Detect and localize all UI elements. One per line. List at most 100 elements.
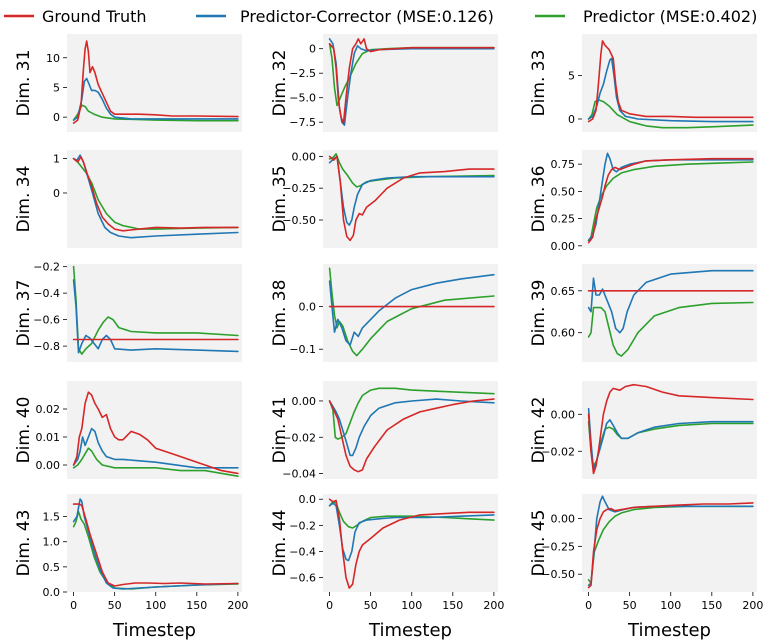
y-axis-label: Dim. 43 — [14, 510, 34, 577]
y-axis-label: Dim. 32 — [270, 50, 290, 117]
y-axis-label: Dim. 41 — [270, 397, 290, 464]
x-axis-label: Timestep — [368, 620, 452, 641]
legend-entry-pc: Predictor-Corrector (MSE:0.126) — [196, 7, 494, 26]
y-tick-label: 0.5 — [43, 561, 61, 574]
series-line-gt — [328, 38, 495, 124]
panel-dim-41: 0.00 −0.02 −0.04 Dim. 41 — [270, 381, 498, 481]
y-tick-label: 0.25 — [551, 213, 576, 226]
y-tick-label: 5 — [568, 70, 575, 83]
x-tick-label: 50 — [108, 599, 122, 612]
panel-dim-34: 1 0 Dim. 34 — [14, 150, 242, 248]
y-axis-label: Dim. 36 — [529, 166, 549, 233]
y-axis-label: Dim. 42 — [529, 397, 549, 464]
y-tick-label: 0.00 — [551, 240, 576, 253]
y-tick-label: −0.6 — [289, 572, 316, 585]
legend-label-pc: Predictor-Corrector (MSE:0.126) — [240, 7, 494, 26]
panel-background — [582, 381, 757, 479]
panel-background — [67, 494, 242, 592]
y-tick-label: 5 — [53, 81, 60, 94]
series-line-pr — [328, 387, 495, 440]
series-line-pc — [72, 279, 239, 354]
y-axis-label: Dim. 40 — [14, 397, 34, 464]
y-tick-label: 0.0 — [43, 586, 61, 599]
y-tick-label: 1.5 — [43, 511, 61, 524]
x-tick-label: 50 — [623, 599, 637, 612]
y-tick-label: −0.25 — [541, 540, 575, 553]
x-axis-label: Timestep — [627, 620, 711, 641]
series-line-gt — [587, 40, 754, 123]
series-line-pr — [587, 301, 754, 357]
y-axis-label: Dim. 37 — [14, 280, 34, 347]
legend: Ground Truth Predictor-Corrector (MSE:0.1… — [4, 7, 757, 26]
y-tick-label: 0.02 — [36, 403, 61, 416]
x-tick-label: 0 — [585, 599, 592, 612]
y-tick-label: 0.75 — [551, 158, 576, 171]
y-tick-label: 0 — [53, 187, 60, 200]
x-axis-labels: Timestep Timestep Timestep — [112, 620, 711, 641]
series-line-pc — [328, 273, 495, 346]
x-tick-label: 150 — [701, 599, 722, 612]
y-axis-label: Dim. 35 — [270, 166, 290, 233]
y-tick-label: 0.60 — [551, 327, 576, 340]
series-line-gt — [328, 398, 495, 473]
x-axis-label: Timestep — [112, 620, 196, 641]
x-tick-label: 0 — [326, 599, 333, 612]
y-tick-label: 0.00 — [551, 513, 576, 526]
series-line-gt — [328, 155, 495, 242]
series-line-pc — [587, 269, 754, 334]
series-line-pr — [587, 99, 754, 129]
series-line-gt — [587, 502, 754, 589]
y-tick-label: 0.0 — [299, 301, 317, 314]
y-tick-label: −0.04 — [282, 468, 316, 481]
panel-dim-43: 0.0 0.5 1.0 1.5 Dim. 43 0 50 100 150 200 — [14, 494, 248, 612]
y-axis-label: Dim. 33 — [529, 50, 549, 117]
y-axis-label: Dim. 31 — [14, 50, 34, 117]
panel-background — [582, 264, 757, 362]
y-axis-label: Dim. 44 — [270, 510, 290, 577]
panel-background — [582, 150, 757, 248]
y-tick-label: 0 — [309, 43, 316, 56]
y-tick-label: −0.50 — [541, 568, 575, 581]
panel-background — [323, 381, 498, 479]
legend-entry-gt: Ground Truth — [4, 7, 147, 26]
series-line-pc — [328, 398, 495, 457]
panel-background — [67, 34, 242, 132]
x-tick-label: 0 — [70, 599, 77, 612]
y-tick-label: −0.4 — [33, 287, 60, 300]
y-tick-label: 0.00 — [292, 395, 317, 408]
y-tick-label: −0.8 — [33, 340, 60, 353]
x-tick-label: 100 — [145, 599, 166, 612]
x-tick-label: 200 — [227, 599, 248, 612]
y-tick-label: −0.02 — [282, 431, 316, 444]
panel-dim-31: 0 5 10 Dim. 31 — [14, 34, 242, 132]
y-tick-label: 0 — [53, 111, 60, 124]
y-tick-label: 0.00 — [292, 150, 317, 163]
y-tick-label: −0.50 — [282, 214, 316, 227]
y-axis-label: Dim. 34 — [14, 166, 34, 233]
legend-entry-pr: Predictor (MSE:0.402) — [535, 7, 757, 26]
legend-label-pr: Predictor (MSE:0.402) — [583, 7, 757, 26]
series-line-gt — [72, 40, 239, 124]
series-line-gt — [72, 391, 239, 475]
series-line-pc — [72, 498, 239, 590]
y-tick-label: −0.02 — [541, 445, 575, 458]
y-tick-label: −0.6 — [33, 314, 60, 327]
series-line-pr — [72, 447, 239, 477]
y-tick-label: −0.4 — [289, 545, 316, 558]
y-tick-label: 0.00 — [36, 459, 61, 472]
y-tick-label: −7.5 — [289, 116, 316, 129]
series-line-pc — [587, 57, 754, 123]
y-tick-label: −2.5 — [289, 67, 316, 80]
y-tick-label: 0.00 — [551, 408, 576, 421]
y-tick-label: −0.2 — [289, 519, 316, 532]
